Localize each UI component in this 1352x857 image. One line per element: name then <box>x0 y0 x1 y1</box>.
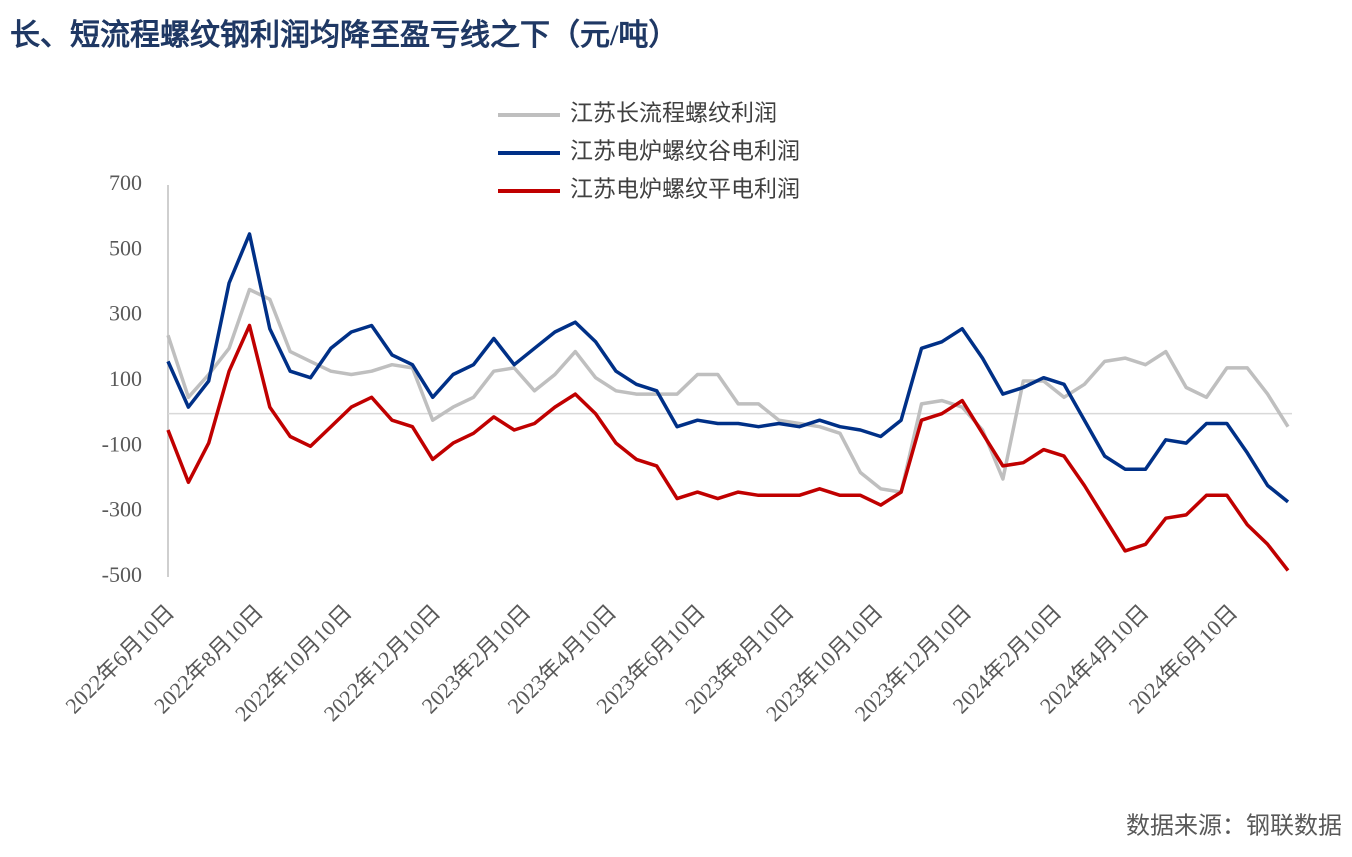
line-series <box>166 232 1290 504</box>
y-tick-label: 700 <box>109 170 142 195</box>
y-tick-label: 500 <box>109 235 142 260</box>
chart-title: 长、短流程螺纹钢利润均降至盈亏线之下（元/吨） <box>10 18 678 52</box>
legend-label: 江苏电炉螺纹谷电利润 <box>570 138 800 163</box>
y-tick-label: 100 <box>109 366 142 391</box>
y-tick-label: 300 <box>109 301 142 326</box>
y-tick-label: -300 <box>102 497 142 522</box>
legend-label: 江苏长流程螺纹利润 <box>570 100 777 125</box>
y-tick-label: -500 <box>102 562 142 587</box>
legend-label: 江苏电炉螺纹平电利润 <box>570 176 800 201</box>
source-note: 数据来源：钢联数据 <box>1126 813 1342 840</box>
y-tick-label: -100 <box>102 431 142 456</box>
line-series <box>166 323 1290 572</box>
line-series <box>166 287 1290 494</box>
